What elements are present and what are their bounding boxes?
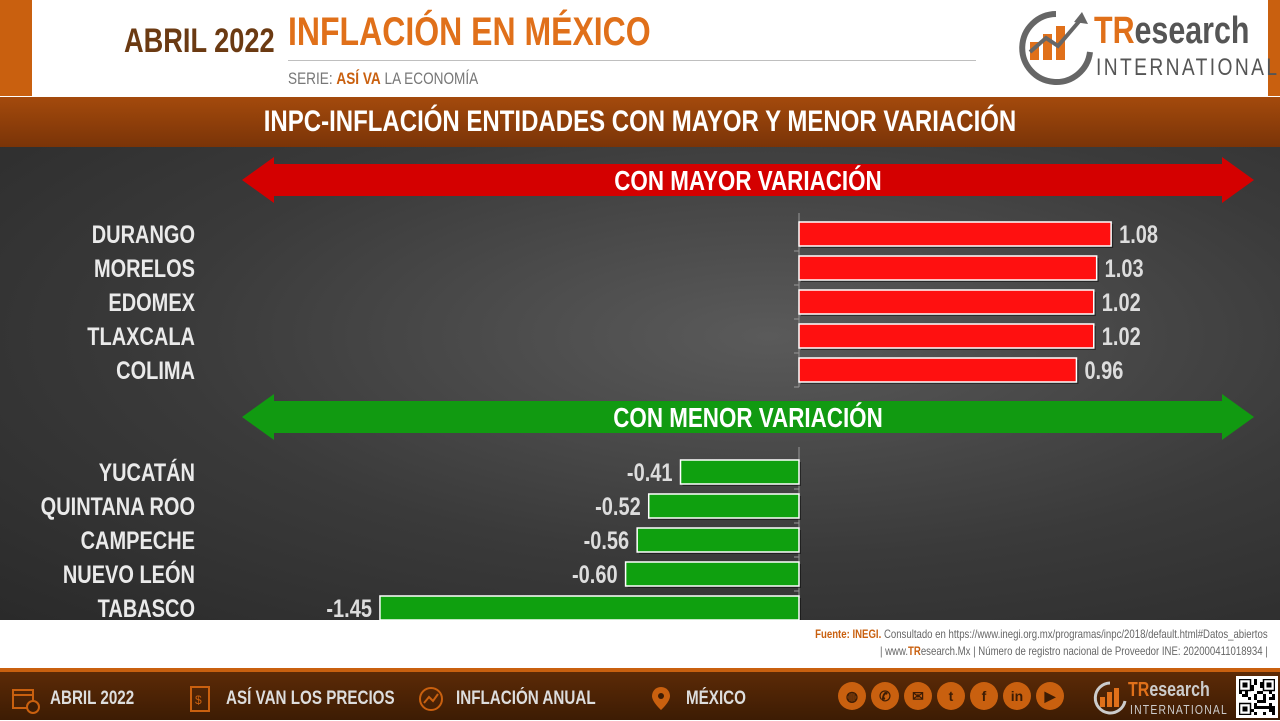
- value-label: 1.03: [1105, 255, 1144, 283]
- bar: [798, 255, 1098, 281]
- social-icons: ◍ ✆ ✉ t f in ▶: [838, 682, 1064, 710]
- banner-menor-variacion: [242, 394, 1254, 440]
- value-label: -1.45: [326, 595, 372, 620]
- chart-area: CON MAYOR VARIACIÓN CON MENOR VARIACIÓN DU…: [0, 147, 1280, 620]
- bar: [379, 595, 800, 620]
- price-tag-icon: $: [190, 686, 210, 712]
- bar: [636, 527, 800, 553]
- section-bar: INPC-INFLACIÓN ENTIDADES CON MAYOR Y MEN…: [0, 97, 1280, 147]
- value-label: -0.60: [572, 561, 618, 589]
- logo-text: TResearch: [1094, 10, 1250, 52]
- phone-icon[interactable]: ✆: [871, 682, 899, 710]
- category-label: QUINTANA ROO: [41, 493, 195, 521]
- serie-suffix: LA ECONOMÍA: [384, 69, 479, 88]
- footer-logo-mark-icon: [1093, 681, 1127, 715]
- category-label: DURANGO: [92, 221, 195, 249]
- footer-inflation-label: INFLACIÓN ANUAL: [456, 688, 596, 709]
- footer-prices-label: ASÍ VAN LOS PRECIOS: [226, 688, 395, 709]
- category-label: COLIMA: [116, 357, 195, 385]
- value-label: 1.02: [1102, 289, 1141, 317]
- value-label: -0.41: [627, 459, 673, 487]
- category-label: YUCATÁN: [99, 459, 195, 487]
- footer-date-label: ABRIL 2022: [50, 688, 135, 709]
- logo-international: INTERNATIONAL: [1096, 54, 1280, 81]
- bar: [679, 459, 800, 485]
- category-label: TABASCO: [98, 595, 195, 620]
- category-label: EDOMEX: [108, 289, 195, 317]
- footer-logo-text: TResearch: [1128, 679, 1210, 701]
- linkedin-icon[interactable]: in: [1003, 682, 1031, 710]
- footer-mexico-label: MÉXICO: [686, 688, 746, 709]
- left-accent-strip: [0, 0, 32, 96]
- footer-bar: ABRIL 2022 $ ASÍ VAN LOS PRECIOS INFLACI…: [0, 668, 1280, 720]
- section-title: INPC-INFLACIÓN ENTIDADES CON MAYOR Y MEN…: [263, 105, 1017, 138]
- youtube-icon[interactable]: ▶: [1036, 682, 1064, 710]
- value-label: 1.08: [1119, 221, 1158, 249]
- value-label: 1.02: [1102, 323, 1141, 351]
- globe-icon[interactable]: ◍: [838, 682, 866, 710]
- chart-icon: [419, 687, 443, 711]
- value-label: -0.52: [595, 493, 641, 521]
- source-text: Consultado en https://www.inegi.org.mx/p…: [884, 627, 1268, 641]
- serie-prefix: SERIE:: [288, 69, 333, 88]
- logo-mark-icon: [1019, 11, 1093, 85]
- source-label: Fuente: INEGI.: [815, 627, 882, 641]
- facebook-icon[interactable]: f: [970, 682, 998, 710]
- bar: [798, 323, 1095, 349]
- category-label: CAMPECHE: [81, 527, 195, 555]
- svg-text:$: $: [195, 693, 202, 707]
- category-label: MORELOS: [94, 255, 195, 283]
- footer-item-mexico[interactable]: MÉXICO: [646, 684, 761, 714]
- footer-logo-international: INTERNATIONAL: [1130, 702, 1229, 717]
- header-serie: SERIE: ASÍ VA LA ECONOMÍA: [288, 69, 478, 89]
- variation-chart: CON MAYOR VARIACIÓN CON MENOR VARIACIÓN DU…: [41, 157, 1254, 620]
- tresearch-logo: TResearch INTERNATIONAL: [1016, 8, 1277, 86]
- value-label: 0.96: [1084, 357, 1123, 385]
- bar: [798, 357, 1078, 383]
- bar: [647, 493, 800, 519]
- category-label: NUEVO LEÓN: [63, 561, 195, 589]
- footer-logo: TResearch INTERNATIONAL: [1092, 677, 1229, 721]
- header-divider: [288, 60, 976, 61]
- qr-code: [1236, 676, 1278, 718]
- banner-mayor-variacion-label: CON MAYOR VARIACIÓN: [614, 163, 881, 196]
- footer-item-date[interactable]: ABRIL 2022: [10, 684, 155, 714]
- bar: [798, 221, 1112, 247]
- map-pin-icon: [652, 687, 670, 710]
- footer-item-inflation[interactable]: INFLACIÓN ANUAL: [416, 684, 631, 714]
- banner-mayor-variacion: [242, 157, 1254, 203]
- qr-code-pattern: [1238, 678, 1276, 716]
- serie-bold: ASÍ VA: [336, 69, 381, 88]
- mail-icon[interactable]: ✉: [904, 682, 932, 710]
- source-line-2: | www.TResearch.Mx | Número de registro …: [880, 644, 1268, 658]
- right-accent-strip: [1268, 0, 1280, 96]
- twitter-icon[interactable]: t: [937, 682, 965, 710]
- bar: [798, 289, 1095, 315]
- bar: [624, 561, 800, 587]
- banner-menor-variacion-label: CON MENOR VARIACIÓN: [613, 400, 883, 433]
- header-date: ABRIL 2022: [124, 22, 275, 60]
- footer-item-prices[interactable]: $ ASÍ VAN LOS PRECIOS: [186, 684, 437, 714]
- value-label: -0.56: [584, 527, 630, 555]
- category-label: TLAXCALA: [87, 323, 195, 351]
- calendar-icon: [12, 689, 40, 714]
- source-line: Fuente: INEGI. Consultado en https://www…: [816, 627, 1269, 641]
- page-title: INFLACIÓN EN MÉXICO: [288, 10, 651, 54]
